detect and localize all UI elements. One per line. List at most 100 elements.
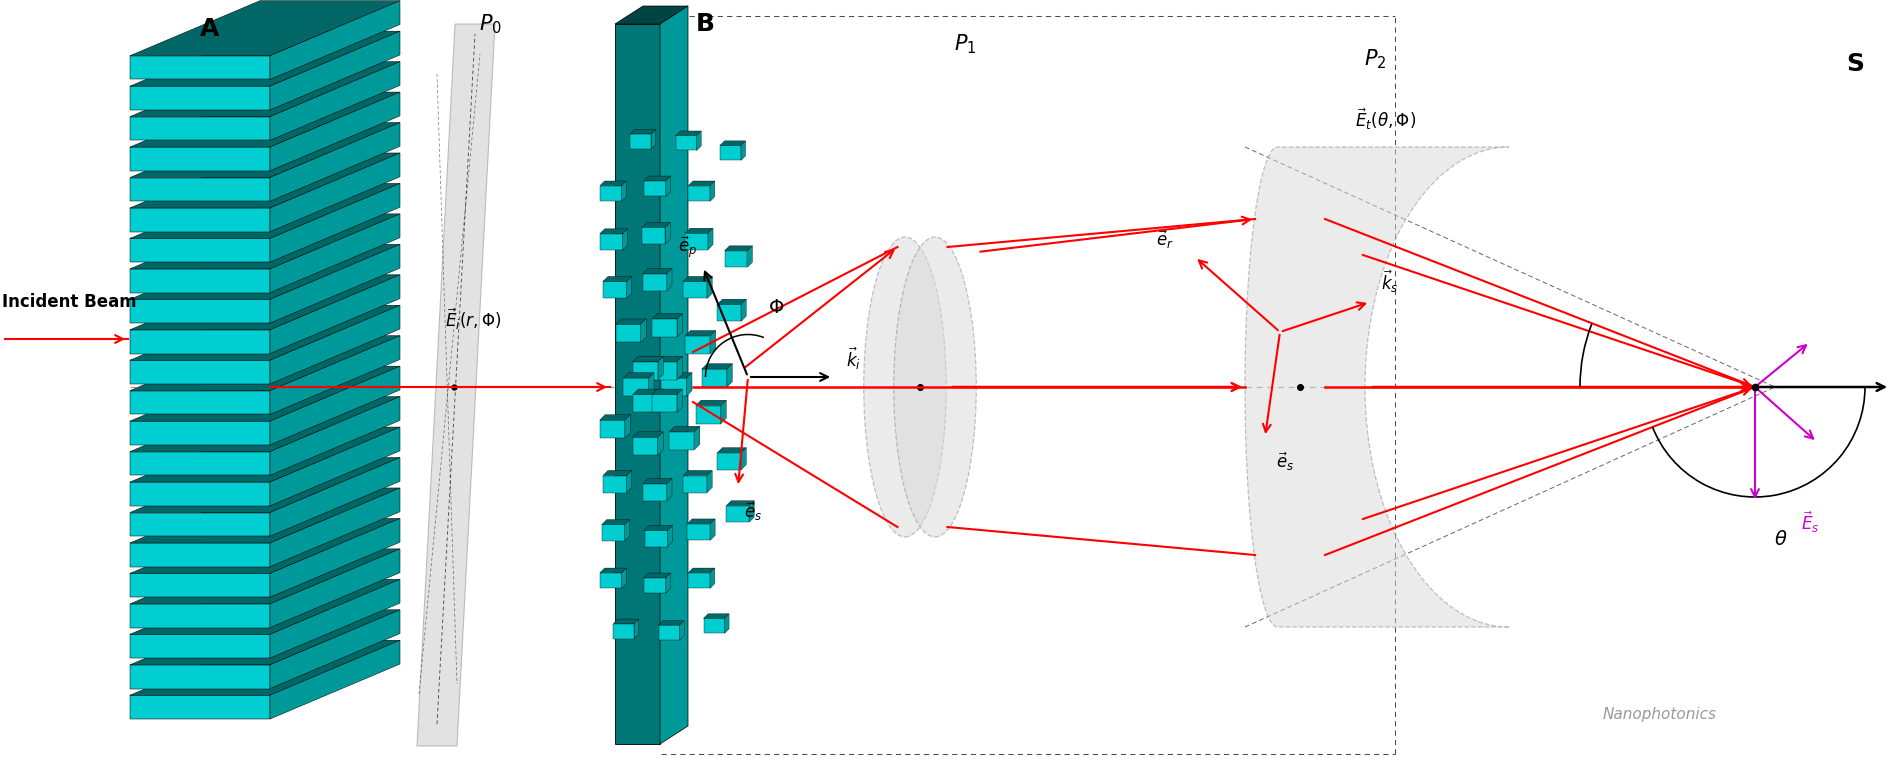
Polygon shape <box>599 568 626 573</box>
Polygon shape <box>599 186 622 201</box>
Polygon shape <box>129 421 270 445</box>
Polygon shape <box>612 619 639 624</box>
Polygon shape <box>630 129 656 134</box>
Polygon shape <box>129 391 270 414</box>
Polygon shape <box>129 457 399 512</box>
Polygon shape <box>650 129 656 149</box>
Polygon shape <box>677 313 683 337</box>
Polygon shape <box>658 625 679 640</box>
Polygon shape <box>633 432 664 437</box>
Text: $\Phi$: $\Phi$ <box>768 297 784 317</box>
Polygon shape <box>129 183 399 238</box>
Polygon shape <box>717 304 742 321</box>
Text: Nanophotonics: Nanophotonics <box>1603 707 1718 721</box>
Polygon shape <box>270 519 399 598</box>
Polygon shape <box>749 501 755 522</box>
Polygon shape <box>662 372 692 378</box>
Text: S: S <box>1847 52 1864 76</box>
Polygon shape <box>633 619 639 639</box>
Polygon shape <box>645 577 666 594</box>
Polygon shape <box>624 372 654 378</box>
Polygon shape <box>685 336 709 354</box>
Polygon shape <box>709 181 715 201</box>
Polygon shape <box>670 432 694 450</box>
Polygon shape <box>683 471 711 475</box>
Polygon shape <box>270 245 399 323</box>
Polygon shape <box>129 482 270 506</box>
Polygon shape <box>742 300 746 321</box>
Polygon shape <box>129 579 399 635</box>
Polygon shape <box>643 222 670 228</box>
Text: $\vec{E}_t(\theta,\Phi)$: $\vec{E}_t(\theta,\Phi)$ <box>1354 106 1417 132</box>
Polygon shape <box>658 621 685 625</box>
Polygon shape <box>129 56 270 80</box>
Polygon shape <box>270 396 399 475</box>
Text: Incident Beam: Incident Beam <box>2 293 137 311</box>
Polygon shape <box>129 153 399 208</box>
Polygon shape <box>270 579 399 658</box>
Polygon shape <box>721 146 742 160</box>
Polygon shape <box>129 117 270 140</box>
Polygon shape <box>633 356 664 361</box>
Ellipse shape <box>864 237 947 537</box>
Polygon shape <box>1246 147 1508 627</box>
Polygon shape <box>645 530 668 546</box>
Polygon shape <box>677 356 683 379</box>
Polygon shape <box>129 665 270 689</box>
Text: $\vec{k}_s$: $\vec{k}_s$ <box>1381 269 1398 295</box>
Polygon shape <box>270 31 399 110</box>
Polygon shape <box>622 568 626 588</box>
Polygon shape <box>666 573 671 594</box>
Polygon shape <box>683 475 708 492</box>
Polygon shape <box>727 501 755 505</box>
Polygon shape <box>643 478 671 484</box>
Polygon shape <box>129 366 399 421</box>
Polygon shape <box>704 618 725 633</box>
Polygon shape <box>643 484 668 501</box>
Polygon shape <box>643 269 671 273</box>
Polygon shape <box>628 276 631 299</box>
Polygon shape <box>666 176 671 197</box>
Polygon shape <box>633 389 664 395</box>
Polygon shape <box>725 614 728 633</box>
Polygon shape <box>702 364 732 369</box>
Polygon shape <box>129 238 270 262</box>
Polygon shape <box>652 313 683 319</box>
Polygon shape <box>685 228 713 233</box>
Polygon shape <box>721 400 727 423</box>
Text: B: B <box>696 12 715 36</box>
Polygon shape <box>675 131 702 135</box>
Polygon shape <box>129 269 270 293</box>
Polygon shape <box>603 282 628 299</box>
Polygon shape <box>709 330 715 354</box>
Polygon shape <box>614 6 689 24</box>
Text: $\vec{e}_r$: $\vec{e}_r$ <box>1156 229 1174 252</box>
Polygon shape <box>668 269 671 290</box>
Polygon shape <box>599 229 628 234</box>
Polygon shape <box>658 356 664 379</box>
Polygon shape <box>129 208 270 231</box>
Polygon shape <box>717 453 742 470</box>
Polygon shape <box>129 640 399 695</box>
Polygon shape <box>668 478 671 501</box>
Polygon shape <box>270 153 399 231</box>
Polygon shape <box>747 246 753 267</box>
Polygon shape <box>696 131 702 150</box>
Polygon shape <box>717 447 746 453</box>
Polygon shape <box>687 524 709 540</box>
Polygon shape <box>709 519 715 540</box>
Polygon shape <box>652 395 677 413</box>
Polygon shape <box>129 396 399 451</box>
Polygon shape <box>270 610 399 689</box>
Polygon shape <box>626 519 630 541</box>
Polygon shape <box>685 233 708 249</box>
Polygon shape <box>622 229 628 250</box>
Polygon shape <box>129 574 270 598</box>
Polygon shape <box>270 549 399 628</box>
Polygon shape <box>270 275 399 354</box>
Polygon shape <box>643 273 668 290</box>
Polygon shape <box>649 372 654 396</box>
Polygon shape <box>601 525 626 541</box>
Polygon shape <box>689 186 709 201</box>
Polygon shape <box>685 330 715 336</box>
